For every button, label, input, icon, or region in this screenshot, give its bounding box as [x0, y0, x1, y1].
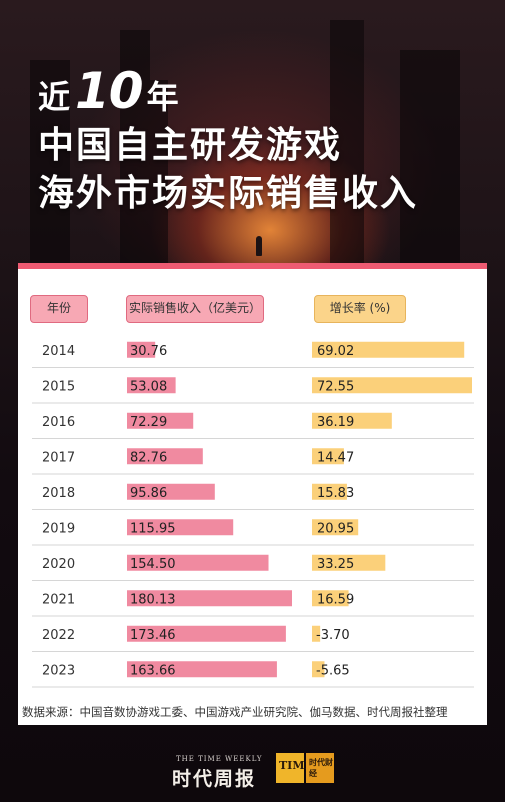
header-year: 年份: [30, 295, 88, 323]
headline-number: 10: [75, 62, 144, 120]
time-logo-text: TIME: [279, 759, 313, 772]
data-source-note: 数据来源：中国音数协游戏工委、中国游戏产业研究院、伽马数据、时代周报社整理: [22, 705, 448, 719]
sales-value-label: 53.08: [130, 379, 167, 394]
time-logo: TIME: [276, 753, 313, 783]
growth-bar: [312, 661, 325, 678]
year-label: 2015: [42, 379, 75, 394]
growth-bar: [312, 448, 344, 465]
growth-bar: [312, 519, 359, 536]
growth-value-label: 15.83: [317, 486, 354, 501]
sales-bar: [127, 448, 203, 465]
growth-value-label: 20.95: [317, 521, 354, 536]
year-label: 2023: [42, 663, 75, 678]
growth-bar: [312, 554, 386, 571]
year-label: 2017: [42, 450, 75, 465]
growth-bar: [312, 590, 349, 607]
growth-value-label: 33.25: [317, 557, 354, 572]
brand-english: THE TIME WEEKLY: [176, 755, 263, 763]
sales-value-label: 82.76: [130, 450, 167, 465]
sales-value-label: 95.86: [130, 486, 167, 501]
growth-bar: [312, 341, 465, 358]
growth-value-label: -5.65: [316, 663, 350, 678]
headline: 近 10 年 中国自主研发游戏 海外市场实际销售收入: [38, 62, 478, 218]
growth-value-label: 16.59: [317, 592, 354, 607]
sales-value-label: 154.50: [130, 557, 176, 572]
growth-value-label: 69.02: [317, 344, 354, 359]
sales-value-label: 115.95: [130, 521, 176, 536]
headline-line3: 海外市场实际销售收入: [38, 173, 419, 214]
sales-bar: [127, 412, 194, 429]
table-card: 年份 实际销售收入（亿美元） 增长率 (%): [18, 263, 487, 725]
sales-value-label: 173.46: [130, 628, 176, 643]
sales-bar: [127, 483, 215, 500]
sales-value-label: 72.29: [130, 415, 167, 430]
sales-value-label: 30.76: [130, 344, 167, 359]
headline-line1: 近 10 年: [38, 62, 478, 122]
year-label: 2022: [42, 628, 75, 643]
year-label: 2021: [42, 592, 75, 607]
growth-bar: [312, 412, 392, 429]
sales-bar: [127, 625, 286, 642]
header-growth: 增长率 (%): [314, 295, 406, 323]
sales-bar: [127, 554, 269, 571]
sales-bar: [127, 377, 176, 394]
footer: THE TIME WEEKLY 时代周报 TIME 时代财经: [0, 740, 505, 802]
headline-line2: 中国自主研发游戏: [38, 125, 343, 166]
growth-value-label: 36.19: [317, 415, 354, 430]
growth-bar: [312, 377, 472, 394]
year-label: 2020: [42, 557, 75, 572]
finance-logo: 时代财经: [306, 753, 334, 783]
growth-bar: [312, 625, 321, 642]
sales-value-label: 163.66: [130, 663, 176, 678]
sales-value-label: 180.13: [130, 592, 176, 607]
brand-chinese: 时代周报: [172, 768, 257, 790]
finance-logo-text: 时代财经: [309, 758, 333, 778]
growth-bar: [312, 483, 347, 500]
year-label: 2018: [42, 486, 75, 501]
year-label: 2019: [42, 521, 75, 536]
headline-suffix: 年: [146, 78, 180, 116]
sales-bar: [127, 590, 292, 607]
header-sales: 实际销售收入（亿美元）: [126, 295, 264, 323]
growth-value-label: -3.70: [316, 628, 350, 643]
year-label: 2016: [42, 415, 75, 430]
sales-bar: [127, 519, 234, 536]
sales-bar: [127, 341, 156, 358]
background-towers: [0, 0, 505, 270]
sales-bar: [127, 661, 277, 678]
growth-value-label: 14.47: [317, 450, 354, 465]
growth-value-label: 72.55: [317, 379, 354, 394]
silhouette-figure: [256, 236, 262, 256]
headline-prefix: 近: [38, 78, 72, 116]
year-label: 2014: [42, 344, 75, 359]
